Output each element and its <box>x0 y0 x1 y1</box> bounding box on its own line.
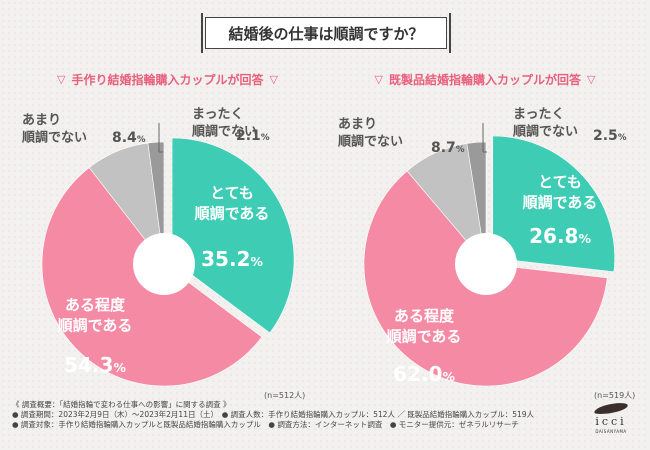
slice-percent: 54.3% <box>64 353 126 377</box>
slice-percent: 2.5% <box>593 128 627 144</box>
slice-label: あまり <box>338 117 377 132</box>
slice-label: 順調でない <box>192 124 257 140</box>
triangle-down-icon: ▽ <box>374 72 383 86</box>
slice-percent: 26.8% <box>529 224 591 248</box>
slice-percent: 62.0% <box>393 362 455 386</box>
slice-percent: 2.1% <box>236 128 270 144</box>
slice-percent: 8.4% <box>112 130 146 146</box>
chart-subtitle-left-text: 手作り結婚指輪購入カップルが回答 <box>71 72 264 87</box>
brand-logo: icci DAISANYAMA <box>588 401 634 446</box>
slice-percent: 35.2% <box>201 247 263 271</box>
sample-size-left: (n=512人) <box>264 391 306 400</box>
footer-line: 《 調査概要：「結婚指輪で変わる仕事への影響」に関する調査 》 <box>12 400 231 409</box>
slice-label: 順調である <box>194 204 270 222</box>
slice-label: とても <box>210 184 254 202</box>
donut-hole <box>455 233 517 295</box>
logo-sub: DAISANYAMA <box>595 429 627 434</box>
slice-label: とても <box>538 173 582 191</box>
footer-line: ● 調査期間：2023年2月9日（木）～2023年2月11日（土） ● 調査人数… <box>12 410 535 419</box>
triangle-down-icon: ▽ <box>587 72 596 86</box>
survey-footer: 《 調査概要：「結婚指輪で変わる仕事への影響」に関する調査 》 ● 調査期間：2… <box>12 400 572 430</box>
sample-size-right: (n=519人) <box>594 391 636 400</box>
slice-label: ある程度 <box>65 296 126 314</box>
slice-label: まったく <box>513 107 564 122</box>
slice-label: 順調である <box>57 316 133 334</box>
chart-subtitle-right: ▽ 既製品結婚指輪購入カップルが回答 ▽ <box>340 70 630 88</box>
donut-hole <box>133 233 195 295</box>
slice-label: まったく <box>192 107 243 122</box>
logo-word: icci <box>595 415 627 428</box>
slice-percent: 8.7% <box>431 140 465 156</box>
slice-label: 順調でない <box>22 130 87 146</box>
slice-label: 順調でない <box>338 134 403 150</box>
slice-label: あまり <box>22 113 61 128</box>
slice-label: ある程度 <box>394 307 455 325</box>
slice-label: 順調である <box>522 193 598 211</box>
page-title: 結婚後の仕事は順調ですか？ <box>201 13 451 53</box>
triangle-down-icon: ▽ <box>269 72 278 86</box>
chart-subtitle-right-text: 既製品結婚指輪購入カップルが回答 <box>388 72 581 87</box>
slice-label: 順調でない <box>513 124 578 140</box>
logo-mark-icon <box>593 401 629 416</box>
chart-subtitle-left: ▽ 手作り結婚指輪購入カップルが回答 ▽ <box>25 70 310 88</box>
footer-line: ● 調査対象：手作り結婚指輪購入カップルと既製品結婚指輪購入カップル ● 調査方… <box>12 420 519 429</box>
slice-label: 順調である <box>386 327 462 345</box>
pie-slice <box>171 137 295 334</box>
triangle-down-icon: ▽ <box>57 72 66 86</box>
pie-slice <box>492 135 615 273</box>
